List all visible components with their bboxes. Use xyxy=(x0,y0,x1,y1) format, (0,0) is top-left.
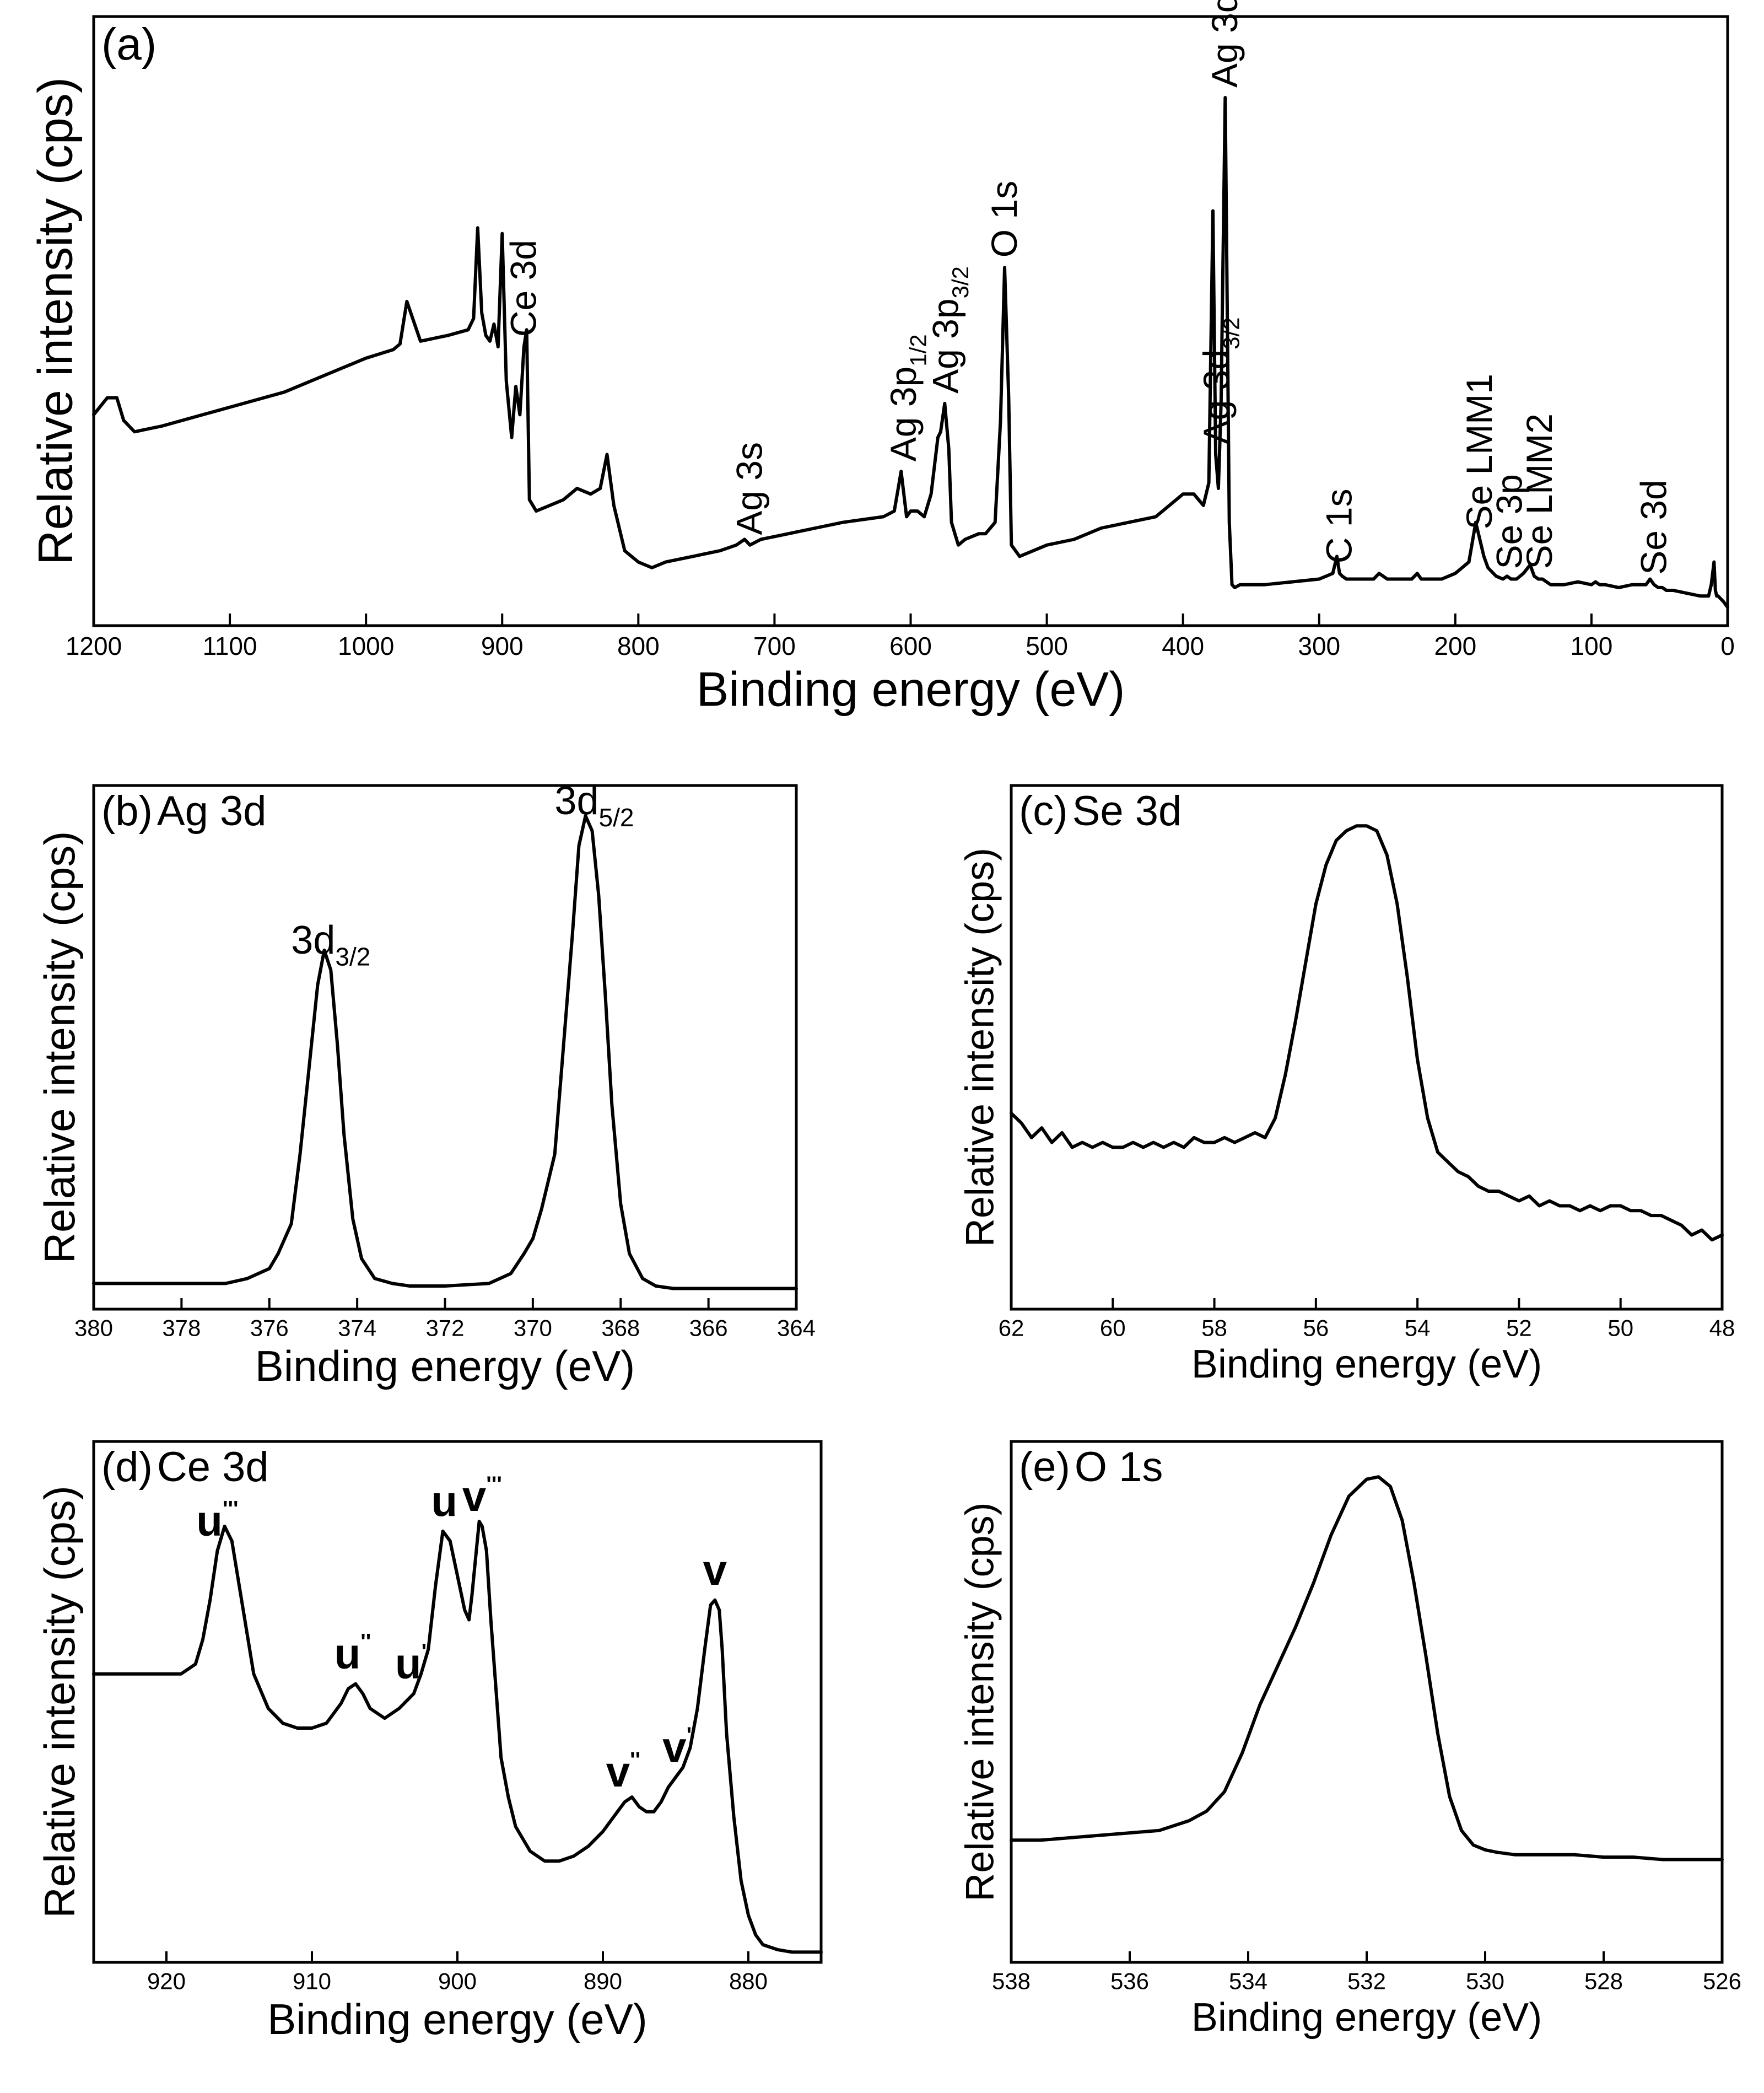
x-tick-label: 526 xyxy=(1703,1968,1741,1994)
panel-subtitle: Ag 3d xyxy=(157,788,267,835)
x-tick-label: 1200 xyxy=(66,632,122,660)
peak-label: Se 3p xyxy=(1488,474,1529,569)
x-axis-label: Binding energy (eV) xyxy=(1191,1342,1542,1386)
x-tick-label: 600 xyxy=(889,632,932,660)
plot-frame xyxy=(1010,784,1724,1311)
x-tick-label: 538 xyxy=(992,1968,1031,1994)
x-tick-label: 380 xyxy=(74,1315,113,1341)
panel-label: (e) O 1s xyxy=(1019,1444,1163,1491)
peak-label: Ce 3d xyxy=(503,240,544,337)
y-axis-label: Relative intensity (cps) xyxy=(35,1486,84,1918)
plot-frame xyxy=(1010,1440,1724,1964)
panel-label: (b) Ag 3d xyxy=(101,788,267,835)
x-tick-label: 534 xyxy=(1229,1968,1267,1994)
x-tick-label: 200 xyxy=(1434,632,1476,660)
x-tick-label: 900 xyxy=(438,1968,477,1994)
x-tick-label: 700 xyxy=(753,632,796,660)
x-tick-label: 1100 xyxy=(203,632,257,660)
peak-label: u xyxy=(431,1477,457,1525)
x-tick-label: 100 xyxy=(1571,632,1613,660)
peak-label: v'' xyxy=(606,1747,640,1796)
panel-d: 920 910 900 890 880 Binding energy (eV) Relati… xyxy=(35,1440,823,2043)
x-tick-label: 880 xyxy=(729,1968,768,1994)
x-axis-label: Binding energy (eV) xyxy=(1191,1995,1542,2040)
peak-label: Se LMM2 xyxy=(1519,413,1560,569)
x-tick-label: 50 xyxy=(1607,1315,1633,1341)
panel-label: (a) xyxy=(101,19,157,69)
x-tick-label: 368 xyxy=(601,1315,640,1341)
y-axis-label: Relative intensity (cps) xyxy=(35,831,84,1264)
peak-label: u' xyxy=(395,1639,427,1688)
peak-label: C 1s xyxy=(1319,488,1360,563)
peak-label: v xyxy=(703,1546,727,1594)
x-tick-label: 1000 xyxy=(338,632,394,660)
x-tick-label: 54 xyxy=(1405,1315,1431,1341)
spectrum-line xyxy=(1010,1475,1724,1861)
x-tick-label: 536 xyxy=(1110,1968,1149,1994)
panel-e: 538 536 534 532 530 528 526 Binding energy (eV)… xyxy=(958,1440,1741,2040)
x-axis-label: Binding energy (eV) xyxy=(255,1342,635,1390)
y-axis-label: Relative intensity (cps) xyxy=(958,1502,1002,1901)
x-tick-label: 500 xyxy=(1026,632,1068,660)
x-tick-label: 378 xyxy=(162,1315,201,1341)
panel-subtitle: O 1s xyxy=(1075,1444,1163,1491)
x-tick-label: 366 xyxy=(689,1315,728,1341)
peak-label: Ag 3d3/2 xyxy=(1196,318,1244,445)
x-tick-label: 52 xyxy=(1506,1315,1532,1341)
plot-frame xyxy=(92,784,798,1311)
panel-label: (c) Se 3d xyxy=(1019,788,1182,835)
peak-label: 3d5/2 xyxy=(554,779,634,832)
peak-label: Ag 3d5/2 xyxy=(1204,0,1252,88)
x-axis-label: Binding energy (eV) xyxy=(697,661,1125,716)
peak-label: Ag 3p1/2 xyxy=(883,334,931,461)
x-tick-label: 400 xyxy=(1162,632,1204,660)
x-tick-label: 56 xyxy=(1303,1315,1329,1341)
x-tick-label: 300 xyxy=(1298,632,1340,660)
peak-label: O 1s xyxy=(984,181,1024,257)
panel-label: (d) Ce 3d xyxy=(101,1444,269,1491)
x-tick-label: 800 xyxy=(617,632,660,660)
panel-c: 62 60 58 56 54 52 50 48 Binding energy (eV) Relat… xyxy=(958,784,1735,1386)
x-tick-label: 376 xyxy=(250,1315,289,1341)
x-tick-label: 372 xyxy=(425,1315,464,1341)
peak-label: u''' xyxy=(196,1497,238,1545)
x-tick-label: 48 xyxy=(1709,1315,1735,1341)
panel-subtitle: Ce 3d xyxy=(157,1444,269,1491)
x-tick-label: 890 xyxy=(584,1968,622,1994)
spectrum-line xyxy=(1010,824,1724,1242)
panel-b: 380 378 376 374 372 370 368 366 364 Binding energ… xyxy=(35,779,816,1390)
peak-label: Se LMM1 xyxy=(1459,374,1499,529)
x-tick-label: 900 xyxy=(481,632,524,660)
peak-label: 3d3/2 xyxy=(291,918,370,971)
plot-frame xyxy=(92,15,1729,627)
x-tick-label: 370 xyxy=(514,1315,552,1341)
x-tick-label: 60 xyxy=(1100,1315,1126,1341)
x-tick-label: 910 xyxy=(293,1968,331,1994)
peak-label: Ag 3s xyxy=(729,442,770,535)
peak-label: v' xyxy=(662,1723,692,1771)
y-axis-label: Relative intensity (cps) xyxy=(28,77,82,565)
x-tick-label: 62 xyxy=(999,1315,1024,1341)
spectrum-line xyxy=(92,814,798,1290)
peak-label: v''' xyxy=(462,1472,502,1520)
x-tick-label: 530 xyxy=(1466,1968,1504,1994)
spectrum-line xyxy=(92,96,1729,609)
spectrum-line xyxy=(92,1520,823,1954)
y-axis-label: Relative intensity (cps) xyxy=(958,848,1002,1247)
x-tick-label: 532 xyxy=(1347,1968,1386,1994)
peak-label: u'' xyxy=(335,1629,371,1678)
peak-label: Se 3d xyxy=(1633,480,1674,574)
x-tick-label: 374 xyxy=(338,1315,376,1341)
x-tick-label: 364 xyxy=(777,1315,816,1341)
peak-label: Ag 3p3/2 xyxy=(925,266,973,394)
panel-a: 1200 1100 1000 900 800 700 600 500 400 300 200 100 0… xyxy=(28,0,1734,716)
panel-subtitle: Se 3d xyxy=(1072,788,1182,835)
x-tick-label: 528 xyxy=(1584,1968,1623,1994)
x-axis-label: Binding energy (eV) xyxy=(267,1995,647,2043)
x-tick-label: 0 xyxy=(1720,632,1735,660)
x-tick-label: 58 xyxy=(1201,1315,1227,1341)
x-tick-label: 920 xyxy=(147,1968,186,1994)
